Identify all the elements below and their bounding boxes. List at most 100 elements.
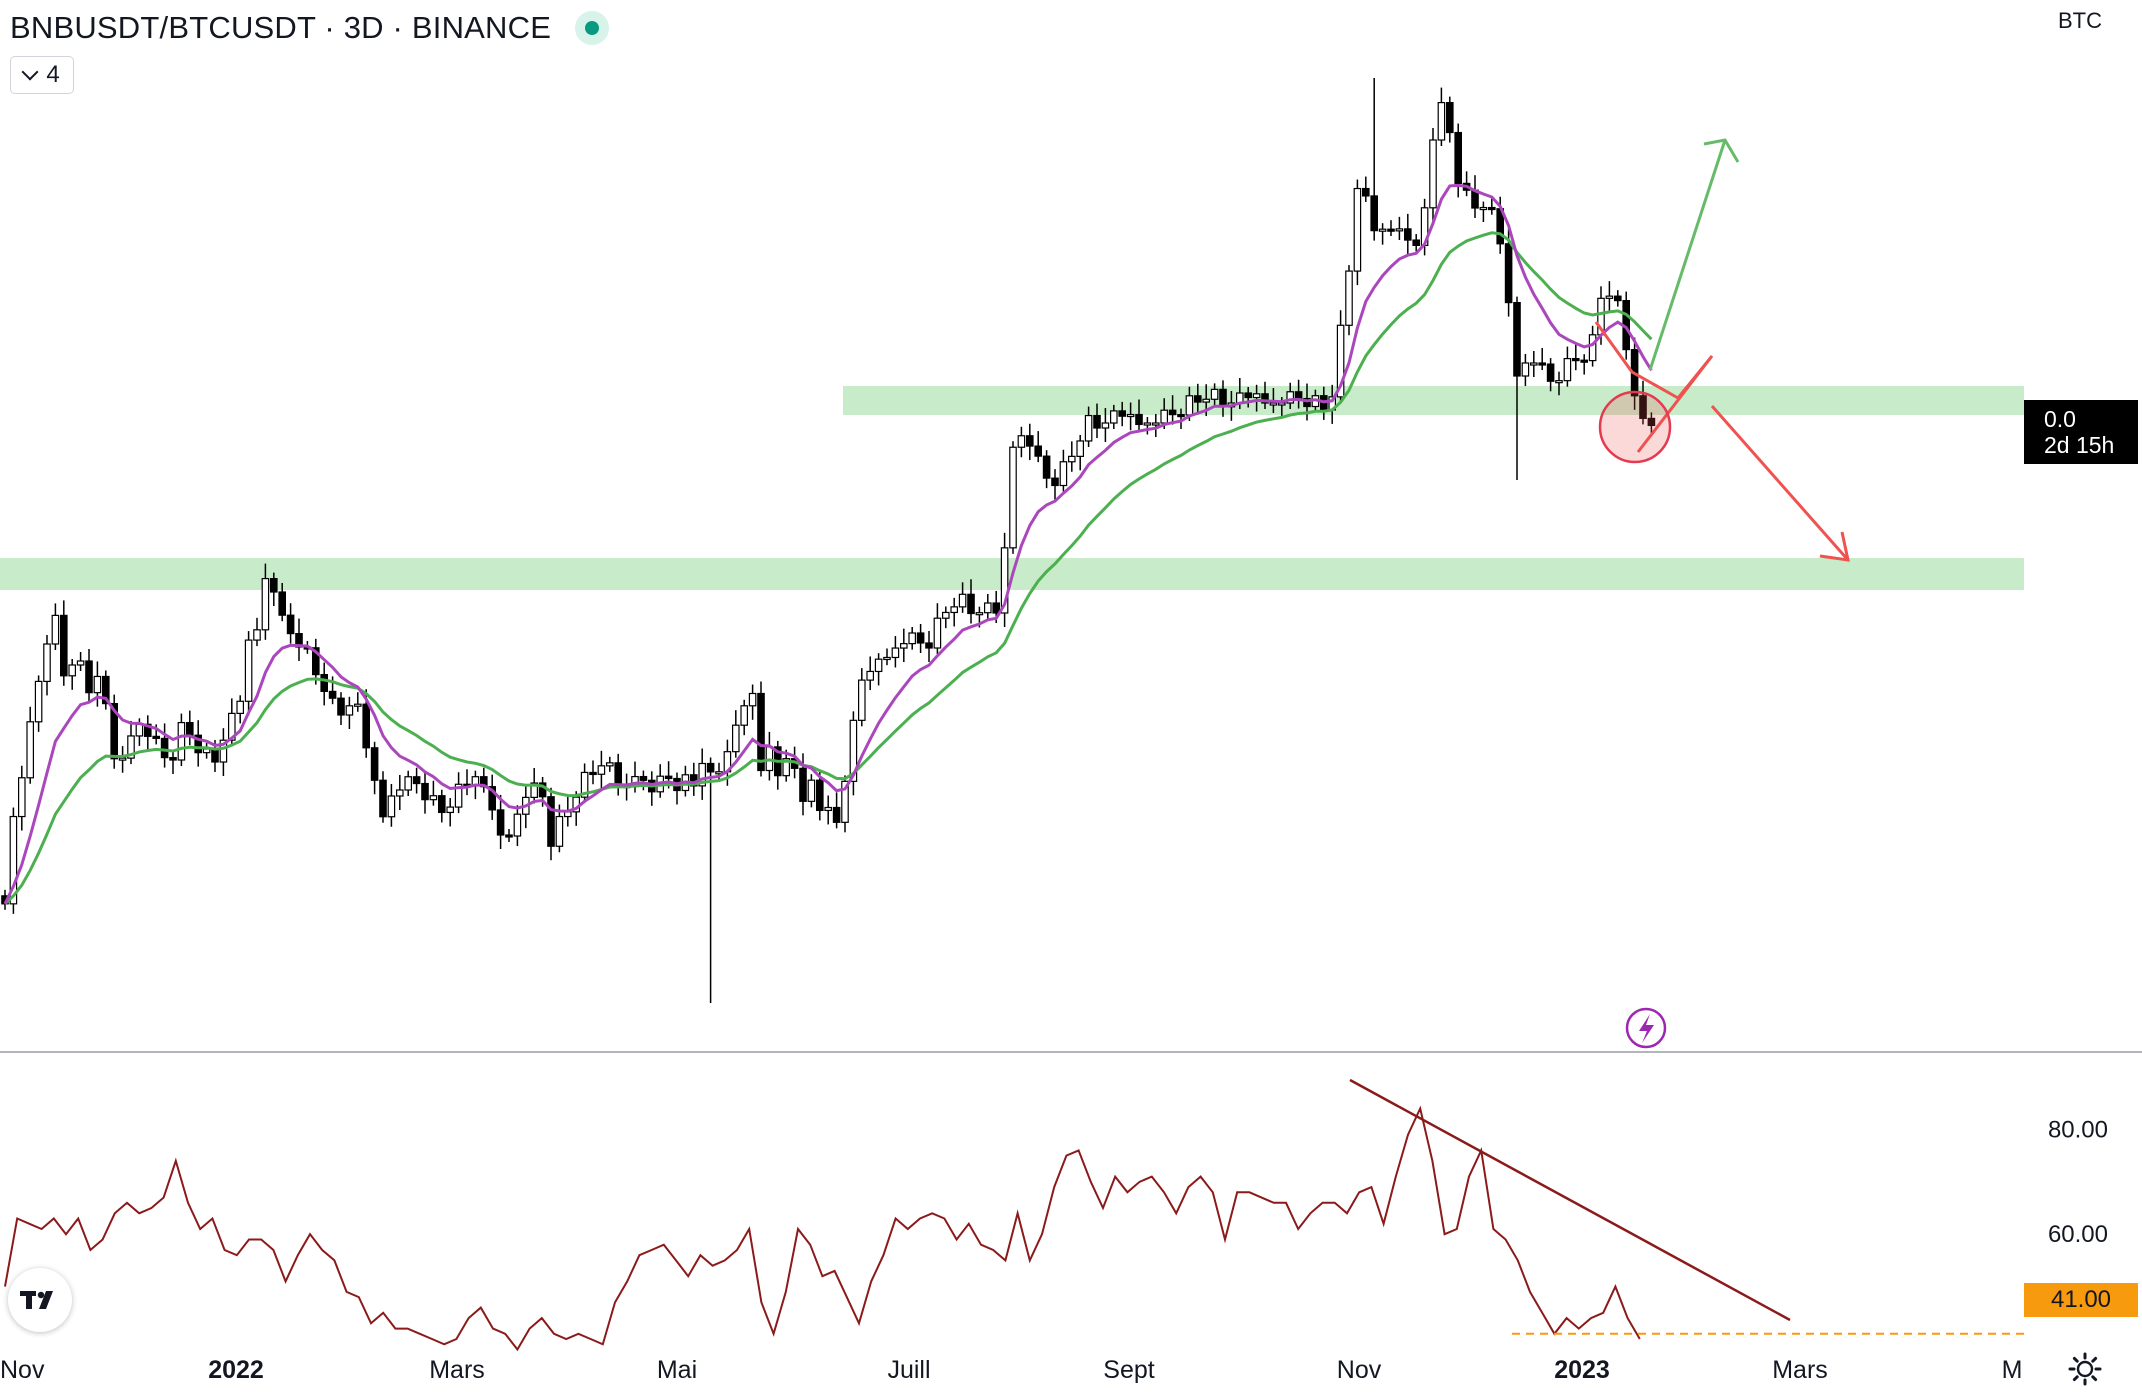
time-axis-label: 2023 xyxy=(1554,1356,1610,1384)
candle-body xyxy=(1286,391,1295,404)
candle xyxy=(731,710,740,758)
candle xyxy=(1051,469,1059,500)
gear-icon[interactable] xyxy=(2068,1352,2102,1386)
candle-body xyxy=(312,647,320,676)
candle xyxy=(748,684,757,720)
candle xyxy=(93,661,102,707)
candle xyxy=(1193,383,1202,413)
indicator-count: 4 xyxy=(46,61,60,88)
candle xyxy=(387,784,396,827)
candle xyxy=(547,787,555,861)
candle-body xyxy=(639,775,648,781)
candle-body xyxy=(1084,414,1093,442)
candle-body xyxy=(1252,393,1261,399)
candle xyxy=(1571,343,1580,371)
candle-body xyxy=(1395,228,1404,232)
candle-body xyxy=(941,611,950,619)
candle-body xyxy=(286,614,295,635)
candle-body xyxy=(1454,131,1463,185)
candle xyxy=(605,756,614,772)
candle-body xyxy=(866,670,875,681)
candle-body xyxy=(1487,206,1496,211)
candle-body xyxy=(18,777,26,818)
lightning-icon[interactable] xyxy=(1625,1007,1667,1049)
candle-body xyxy=(1042,455,1051,479)
candle xyxy=(1101,408,1110,442)
candle-body xyxy=(1269,402,1278,406)
candle-body xyxy=(967,593,975,615)
candle-body xyxy=(320,673,329,692)
time-axis-label: Juill xyxy=(887,1356,930,1384)
candle xyxy=(647,771,656,806)
candle xyxy=(59,600,68,686)
candle-body xyxy=(1605,295,1614,299)
candle-body xyxy=(1143,422,1152,426)
candle xyxy=(933,603,942,654)
candle-body xyxy=(992,602,1001,614)
candle-body xyxy=(1513,302,1521,377)
candle xyxy=(278,583,287,622)
candle-body xyxy=(1118,410,1127,417)
candle-body xyxy=(1219,388,1227,408)
candle-body xyxy=(1277,402,1286,406)
candle-body xyxy=(513,813,522,837)
candle xyxy=(1034,431,1043,463)
candle-body xyxy=(782,758,791,777)
candle-body xyxy=(1521,362,1530,377)
tradingview-logo-icon[interactable] xyxy=(8,1268,72,1332)
candle-body xyxy=(211,748,219,763)
candle xyxy=(1059,449,1068,492)
candle xyxy=(85,649,93,703)
candle-body xyxy=(1403,228,1412,241)
candle-body xyxy=(1193,395,1202,403)
chart-drawings xyxy=(1594,138,1850,562)
bearish-arrow-line xyxy=(1710,405,1850,561)
candle-body xyxy=(412,776,421,785)
time-axis-label: Nov xyxy=(1337,1356,1382,1384)
candle xyxy=(186,710,194,746)
candle-body xyxy=(664,775,673,780)
candle xyxy=(1479,201,1488,222)
candle xyxy=(1118,401,1127,427)
candle xyxy=(1588,325,1597,367)
candle-body xyxy=(841,780,849,823)
symbol-header[interactable]: BNBUSDT/BTCUSDT · 3D · BINANCE xyxy=(10,8,610,48)
candle xyxy=(807,774,816,808)
candle xyxy=(370,741,379,795)
candle xyxy=(815,771,824,821)
candle xyxy=(1538,348,1547,371)
candle xyxy=(177,713,186,766)
currency-label[interactable]: BTC xyxy=(2058,8,2102,33)
candle-body xyxy=(85,660,93,694)
symbol-title[interactable]: BNBUSDT/BTCUSDT · 3D · BINANCE xyxy=(10,10,552,45)
candle xyxy=(101,670,110,710)
candle-body xyxy=(362,703,371,749)
candle-body xyxy=(127,735,135,759)
candle xyxy=(824,795,833,825)
indicators-toggle-button[interactable]: 4 xyxy=(10,56,74,94)
candle xyxy=(631,761,639,793)
candle-body xyxy=(1051,477,1059,487)
candle xyxy=(127,720,135,765)
candle xyxy=(1529,351,1538,377)
current-candle-circle xyxy=(1598,390,1672,464)
candle xyxy=(1000,532,1009,627)
candle-body xyxy=(975,612,984,616)
candle-body xyxy=(1294,391,1303,400)
candle-body xyxy=(925,642,933,649)
candle xyxy=(1093,403,1101,438)
candle xyxy=(773,740,782,790)
candle-body xyxy=(345,705,354,716)
candle-body xyxy=(589,771,597,776)
candle-body xyxy=(899,643,908,649)
rsi-line xyxy=(4,1105,1641,1352)
candle xyxy=(454,772,463,814)
candle-body xyxy=(555,815,564,847)
candle-body xyxy=(43,643,51,683)
candle-body xyxy=(110,702,119,760)
candle-body xyxy=(547,796,555,847)
candle-body xyxy=(59,614,68,677)
candle-body xyxy=(186,721,194,736)
candle-body xyxy=(1361,187,1370,197)
